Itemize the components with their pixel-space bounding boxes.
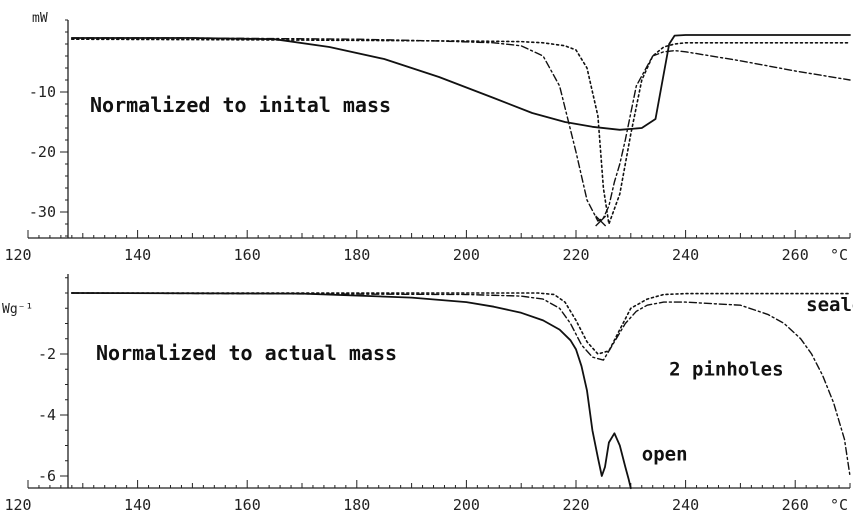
series-label: open	[642, 444, 688, 466]
y-tick-label: -10	[29, 83, 56, 101]
x-tick-label: 200	[453, 246, 480, 264]
y-unit-label: Wg⁻¹	[2, 302, 33, 317]
y-tick-label: -2	[38, 345, 56, 363]
y-tick-label: -30	[29, 203, 56, 221]
panel-annotation: Normalized to inital mass	[90, 93, 391, 117]
bottom-panel: 120 140 160 180 200 220 240 260 °C -2 -4 -6 Wg⁻¹ Norm…	[2, 274, 853, 514]
x-tick-label: 240	[672, 246, 699, 264]
series-line-dash-dot	[71, 292, 851, 477]
y-unit-label: mW	[32, 11, 48, 26]
x-tick-label: 160	[234, 496, 261, 514]
series-line-dotted	[71, 38, 851, 225]
cross-marker	[595, 215, 607, 227]
x-tick-label: 180	[343, 246, 370, 264]
y-tick-label: -20	[29, 143, 56, 161]
x-tick-label: 180	[343, 496, 370, 514]
series-label: 2 pinholes	[669, 358, 783, 380]
x-tick-label: 240	[672, 496, 699, 514]
x-tick-label: 200	[453, 496, 480, 514]
x-tick-label: 120	[4, 246, 31, 264]
series-line-dash-dot	[71, 37, 851, 222]
y-tick-label: -6	[38, 467, 56, 485]
y-tick-label: -4	[38, 406, 56, 424]
series-label: sealed	[806, 294, 853, 316]
x-tick-label: 220	[562, 246, 589, 264]
series-line-solid	[70, 34, 851, 131]
series-line-solid	[70, 292, 632, 490]
x-tick-label: 160	[234, 246, 261, 264]
x-tick-label: 140	[124, 246, 151, 264]
x-unit-label: °C	[830, 246, 848, 264]
panel-annotation: Normalized to actual mass	[96, 341, 397, 365]
x-tick-label: 220	[562, 496, 589, 514]
x-tick-label: 140	[124, 496, 151, 514]
x-tick-label: 260	[782, 496, 809, 514]
x-tick-label: 260	[782, 246, 809, 264]
x-unit-label: °C	[830, 496, 848, 514]
x-tick-label: 120	[4, 496, 31, 514]
top-panel: 120 140 160 180 200 220 240 260 °C -10 -20 -30 mW Nor…	[4, 11, 851, 264]
